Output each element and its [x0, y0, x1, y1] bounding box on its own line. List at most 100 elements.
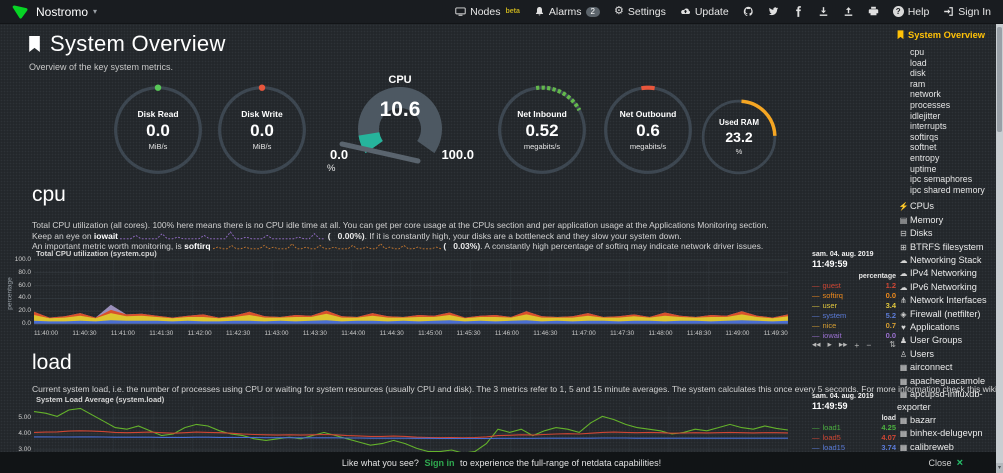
- sidebar-item-firewall-netfilter-[interactable]: ◈ Firewall (netfilter): [897, 308, 996, 321]
- footer-signin-link[interactable]: Sign in: [424, 457, 455, 468]
- sidebar-item-memory[interactable]: ▤ Memory: [897, 214, 996, 227]
- sidebar-item-cpus[interactable]: ⚡ CPUs: [897, 200, 996, 213]
- sidebar-item-apacheguacamole[interactable]: ▦ apacheguacamole: [897, 375, 996, 388]
- nav-item-sign-in[interactable]: Sign In: [943, 6, 991, 18]
- used-ram-gauge[interactable]: Used RAM 23.2%: [700, 98, 778, 176]
- cpu-chart: Total CPU utilization (system.cpu) perce…: [6, 249, 897, 350]
- footer-close-button[interactable]: Close ×: [929, 452, 963, 473]
- text: Keep an eye on: [32, 231, 94, 241]
- nav-item-nodes[interactable]: Nodes beta: [455, 6, 520, 18]
- sidebar-subitem-ram[interactable]: ram: [910, 78, 926, 89]
- memory-icon: ▤: [899, 215, 908, 225]
- hostname-dropdown[interactable]: Nostromo ▾: [36, 5, 97, 19]
- legend-item-system[interactable]: — system 5.2: [812, 311, 896, 321]
- alarm-count-badge: 2: [585, 6, 600, 17]
- gauge-text: Disk Read 0.0 MiB/s: [112, 84, 204, 176]
- gauge-value: 0.0: [146, 121, 170, 140]
- net-inbound-gauge[interactable]: Net Inbound 0.52 megabits/s: [496, 84, 588, 176]
- chart-control-play[interactable]: ▸: [827, 339, 832, 349]
- nav-item-github[interactable]: [743, 6, 754, 17]
- close-icon: ×: [956, 456, 963, 469]
- softirq-value: ( 0.03%): [443, 241, 481, 251]
- sidebar-subitem-processes[interactable]: processes: [910, 99, 951, 110]
- sidebar-item-networking-stack[interactable]: ☁ Networking Stack: [897, 254, 996, 267]
- gauge-title: Net Inbound: [517, 109, 567, 119]
- y-tick-label: 60.0: [18, 281, 31, 289]
- sidebar-subitem-ipc-semaphores[interactable]: ipc semaphores: [910, 174, 973, 185]
- section-heading-cpu: cpu: [32, 183, 66, 206]
- sidebar-item-users[interactable]: ♙ Users: [897, 348, 996, 361]
- sidebar-item-label: apcupsd-influxdb-exporter: [897, 389, 983, 413]
- gauge-unit: %: [327, 163, 336, 174]
- sidebar-item-calibreweb[interactable]: ▦ calibreweb: [897, 441, 996, 451]
- sidebar-item-apcupsd-influxdb-exporter[interactable]: ▦ apcupsd-influxdb-exporter: [897, 388, 996, 414]
- nav-item-help[interactable]: ? Help: [892, 6, 929, 18]
- nav-item-update[interactable]: Update: [680, 6, 729, 18]
- sidebar-item-ipv4-networking[interactable]: ☁ IPv4 Networking: [897, 267, 996, 280]
- sidebar-subitem-softnet[interactable]: softnet: [910, 142, 937, 153]
- sidebar-subitem-cpu[interactable]: cpu: [910, 47, 925, 57]
- nav-item-printer[interactable]: [868, 6, 879, 17]
- net-outbound-gauge[interactable]: Net Outbound 0.6 megabits/s: [602, 84, 694, 176]
- nav-item-settings[interactable]: ⚙ Settings: [614, 6, 666, 18]
- legend-item-softirq[interactable]: — softirq 0.0: [812, 291, 896, 301]
- legend-swatch: —: [812, 423, 820, 432]
- chart-control-backwards[interactable]: ◂◂: [812, 339, 821, 349]
- legend-item-iowait[interactable]: — iowait 0.0: [812, 331, 896, 341]
- legend-item-load1[interactable]: — load1 4.25: [812, 423, 896, 433]
- cpu-plot-area[interactable]: [34, 256, 789, 330]
- sidebar-item-bazarr[interactable]: ▦ bazarr: [897, 414, 996, 427]
- sidebar-item-btrfs-filesystem[interactable]: ⊞ BTRFS filesystem: [897, 241, 996, 254]
- netdata-logo-icon[interactable]: [12, 5, 28, 19]
- disk-read-gauge[interactable]: Disk Read 0.0 MiB/s: [112, 84, 204, 176]
- scrollbar-thumb[interactable]: [997, 27, 1002, 132]
- disk-write-gauge[interactable]: Disk Write 0.0 MiB/s: [216, 84, 308, 176]
- load-description: Current system load, i.e. the number of …: [32, 384, 1003, 394]
- nav-item-download[interactable]: [818, 6, 829, 17]
- sidebar-subitem-uptime[interactable]: uptime: [910, 163, 937, 174]
- sidebar-item-binhex-delugevpn[interactable]: ▦ binhex-delugevpn: [897, 427, 996, 440]
- sidebar-item-applications[interactable]: ♥ Applications: [897, 321, 996, 334]
- legend-item-guest[interactable]: — guest 1.2: [812, 281, 896, 291]
- legend-item-user[interactable]: — user 3.4: [812, 301, 896, 311]
- sidebar-subitem-ipc-shared-memory[interactable]: ipc shared memory: [910, 184, 985, 195]
- sidebar-subitem-network[interactable]: network: [910, 89, 941, 100]
- sidebar-item-system-overview[interactable]: System Overview: [897, 30, 996, 40]
- gauge-unit: MiB/s: [252, 142, 272, 151]
- legend-name-text: guest: [822, 281, 841, 290]
- nav-item-facebook[interactable]: [793, 6, 804, 17]
- page-header: System Overview: [28, 31, 226, 57]
- sidebar-item-user-groups[interactable]: ♟ User Groups: [897, 334, 996, 347]
- sidebar-item-network-interfaces[interactable]: ⋔ Network Interfaces: [897, 294, 996, 307]
- footer-banner: Like what you see? Sign in to experience…: [0, 452, 1003, 473]
- legend-item-load15[interactable]: — load15 3.74: [812, 443, 896, 453]
- nav-item-twitter[interactable]: [768, 6, 779, 17]
- x-tick-label: 11:42:30: [226, 330, 251, 337]
- sidebar-item-disks[interactable]: ⊟ Disks: [897, 227, 996, 240]
- legend-item-nice[interactable]: — nice 0.7: [812, 321, 896, 331]
- chart-resize-handle[interactable]: ⇅: [889, 340, 896, 349]
- legend-item-load5[interactable]: — load5 4.07: [812, 433, 896, 443]
- printer-icon: [868, 6, 879, 17]
- chart-control-forwards[interactable]: ▸▸: [838, 339, 848, 349]
- nav-item-upload[interactable]: [843, 6, 854, 17]
- sidebar-subitem-interrupts[interactable]: interrupts: [910, 121, 947, 132]
- scroll-down-icon[interactable]: ▾: [996, 463, 1003, 473]
- page-scrollbar[interactable]: ▾: [996, 24, 1003, 473]
- load-plot-area[interactable]: [33, 406, 789, 466]
- sidebar-subitem-softirqs[interactable]: softirqs: [910, 131, 939, 142]
- sidebar-subitem-idlejitter[interactable]: idlejitter: [910, 110, 941, 121]
- cpu-chart-xaxis: 11:40:00 11:40:30 11:41:00 11:41:30 11:42:00…: [34, 330, 788, 337]
- sidebar-subitem-disk[interactable]: disk: [910, 68, 926, 79]
- grid-icon: ▦: [899, 363, 908, 373]
- legend-name-text: iowait: [822, 331, 842, 340]
- sidebar-subitem-entropy[interactable]: entropy: [910, 152, 940, 163]
- chart-control-zoom-in[interactable]: +: [854, 339, 860, 350]
- sidebar-subitem-load[interactable]: load: [910, 57, 927, 68]
- sidebar-item-ipv6-networking[interactable]: ☁ IPv6 Networking: [897, 281, 996, 294]
- sidebar-item-airconnect[interactable]: ▦ airconnect: [897, 361, 996, 374]
- cpu-gauge[interactable]: CPU 10.6 0.0 100.0%: [318, 74, 482, 178]
- gauge-text: Net Inbound 0.52 megabits/s: [496, 84, 588, 176]
- chart-control-zoom-out[interactable]: −: [866, 339, 872, 350]
- nav-item-alarms[interactable]: Alarms 2: [534, 6, 600, 18]
